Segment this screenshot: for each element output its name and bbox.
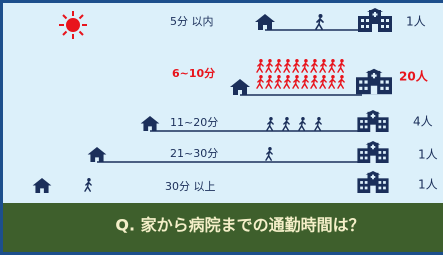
time-label: 21~30分 (170, 147, 218, 160)
count-label: 4人 (413, 115, 433, 129)
time-label: 30分 以上 (165, 180, 216, 193)
question: Q. 家から病院までの通勤時間は？ (115, 216, 364, 235)
infographic: 5分 以内 1人 6~10分 (0, 0, 443, 255)
time-label: 5分 以内 (170, 14, 214, 28)
sun (59, 11, 87, 39)
count-label: 20人 (399, 69, 429, 84)
page: 5分 以内 1人 6~10分 (0, 0, 443, 255)
count-label: 1人 (418, 178, 438, 192)
time-label: 6~10分 (172, 66, 215, 80)
count-label: 1人 (418, 148, 438, 162)
time-label: 11~20分 (170, 116, 218, 129)
count-label: 1人 (406, 15, 426, 29)
